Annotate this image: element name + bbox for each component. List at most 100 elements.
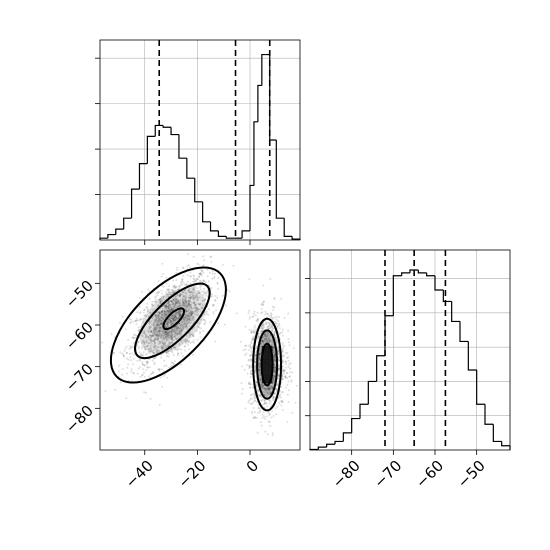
scatter-point: [176, 333, 178, 336]
scatter-point: [181, 321, 184, 323]
top-hist-bin-8: [162, 125, 172, 128]
scatter-point: [266, 393, 269, 396]
scatter-point: [162, 296, 165, 299]
scatter-point: [253, 411, 256, 413]
scatter-point: [184, 340, 187, 343]
scatter-point: [156, 346, 159, 348]
scatter-point: [160, 317, 163, 320]
scatter-point: [159, 327, 162, 330]
scatter-point: [260, 327, 263, 330]
scatter-point: [250, 365, 253, 368]
scatter-point: [268, 341, 271, 344]
scatter-point: [188, 265, 191, 268]
scatter-point: [167, 312, 170, 315]
scatter-point: [153, 308, 156, 311]
scatter-point: [138, 351, 141, 354]
scatter-point: [198, 272, 201, 275]
scatter-point: [175, 298, 178, 301]
scatter-point: [163, 315, 166, 318]
scatter-point: [167, 302, 170, 305]
scatter-point: [160, 316, 163, 319]
scatter-point: [256, 336, 259, 338]
scatter-point: [274, 367, 277, 370]
scatter-point: [179, 283, 182, 286]
scatter-point: [152, 349, 155, 351]
scatter-point: [287, 329, 290, 332]
scatter-point: [174, 312, 177, 315]
scatter-point: [164, 310, 166, 313]
scatter-point: [254, 314, 257, 317]
scatter-point: [142, 332, 145, 335]
scatter-point: [252, 315, 255, 318]
scatter-point: [176, 305, 179, 308]
scatter-point: [199, 273, 202, 276]
scatter-point: [140, 352, 143, 355]
scatter-point: [156, 349, 159, 352]
scatter-point: [264, 321, 267, 323]
scatter-point: [191, 312, 194, 315]
scatter-point: [179, 292, 182, 295]
scatter-point: [167, 293, 170, 296]
scatter-point: [149, 344, 152, 347]
scatter-point: [267, 321, 270, 324]
top-hist-bin-7: [154, 124, 164, 137]
scatter-point: [168, 336, 171, 339]
scatter-point: [143, 332, 146, 335]
scatter-point: [166, 305, 168, 308]
scatter-point: [161, 299, 164, 302]
scatter-point: [263, 323, 266, 326]
scatter-point: [202, 296, 205, 299]
scatter-point: [167, 288, 170, 291]
scatter-point: [247, 344, 250, 347]
scatter-point: [256, 401, 258, 404]
scatter-point: [162, 334, 165, 337]
scatter-point: [287, 380, 290, 383]
scatter-point: [127, 339, 130, 341]
scatter-point: [164, 351, 167, 354]
scatter-point: [166, 331, 169, 334]
scatter-point: [282, 369, 285, 372]
scatter-point: [272, 332, 275, 335]
scatter-point: [263, 402, 266, 405]
scatter-point: [135, 317, 138, 320]
scatter-point: [273, 354, 275, 357]
scatter-point: [172, 339, 175, 342]
scatter-point: [275, 318, 278, 321]
scatter-point: [185, 316, 188, 318]
scatter-point: [141, 361, 144, 364]
scatter-point: [178, 316, 181, 319]
scatter-point: [184, 295, 187, 298]
scatter-point: [194, 303, 197, 306]
scatter-point: [192, 310, 195, 313]
scatter-point: [175, 285, 178, 288]
scatter-point: [160, 319, 163, 322]
scatter-point: [96, 364, 98, 366]
scatter-point: [172, 322, 175, 325]
scatter-point: [142, 371, 145, 374]
scatter-point: [286, 421, 289, 423]
scatter-point: [172, 363, 175, 366]
scatter-point: [129, 355, 132, 358]
scatter-point: [130, 318, 133, 321]
scatter-point: [170, 331, 173, 334]
scatter-point: [164, 305, 167, 308]
scatter-point: [169, 318, 172, 321]
scatter-point: [193, 311, 196, 314]
scatter-point: [281, 370, 284, 372]
scatter-point: [257, 332, 260, 335]
scatter-point: [176, 313, 179, 316]
scatter-point: [171, 309, 174, 312]
top-hist-axes-frame: [99, 39, 301, 241]
scatter-point: [177, 288, 180, 291]
scatter-point: [151, 303, 154, 306]
scatter-point: [176, 302, 179, 305]
scatter-ytick-label-1: −60: [62, 318, 97, 353]
scatter-point: [188, 289, 191, 292]
scatter-point: [161, 307, 164, 310]
scatter-point: [172, 335, 175, 338]
scatter-point: [190, 333, 193, 335]
scatter-point: [168, 332, 170, 334]
scatter-point: [170, 333, 173, 336]
scatter-point: [199, 286, 202, 289]
